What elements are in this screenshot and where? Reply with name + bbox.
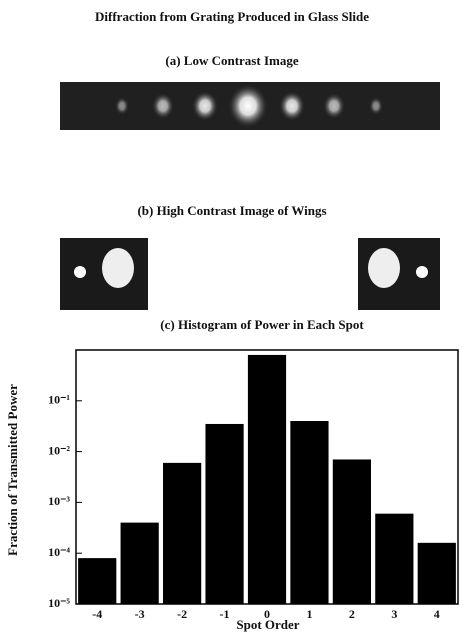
x-tick-label: 0: [264, 607, 270, 621]
bar: [333, 459, 371, 604]
panel-a-title: (a) Low Contrast Image: [165, 53, 298, 68]
y-tick-label: 10⁻⁵: [48, 596, 70, 610]
x-tick-label: 2: [349, 607, 355, 621]
x-tick-label: -4: [92, 607, 102, 621]
bar: [163, 463, 201, 604]
x-tick-label: -1: [220, 607, 230, 621]
bar: [418, 543, 456, 604]
figure: Diffraction from Grating Produced in Gla…: [0, 0, 464, 632]
x-tick-label: 3: [391, 607, 397, 621]
y-tick-label: 10⁻⁴: [48, 545, 70, 559]
low-contrast-image: [60, 82, 440, 130]
figure-title: Diffraction from Grating Produced in Gla…: [95, 9, 369, 24]
bar: [78, 558, 116, 604]
x-tick-label: 4: [434, 607, 440, 621]
panel-b-title: (b) High Contrast Image of Wings: [137, 203, 326, 218]
x-tick-label: 1: [306, 607, 312, 621]
y-tick-label: 10⁻¹: [48, 393, 70, 407]
x-tick-label: -2: [177, 607, 187, 621]
x-tick-label: -3: [135, 607, 145, 621]
bar: [248, 355, 286, 604]
chart-title: (c) Histogram of Power in Each Spot: [160, 317, 364, 332]
y-axis-label: Fraction of Transmitted Power: [5, 384, 20, 556]
bar: [121, 523, 159, 604]
bar: [205, 424, 243, 604]
bar: [290, 421, 328, 604]
y-tick-label: 10⁻²: [48, 443, 70, 457]
high-contrast-image: [60, 238, 440, 310]
y-tick-label: 10⁻³: [48, 494, 70, 508]
bar: [375, 514, 413, 604]
